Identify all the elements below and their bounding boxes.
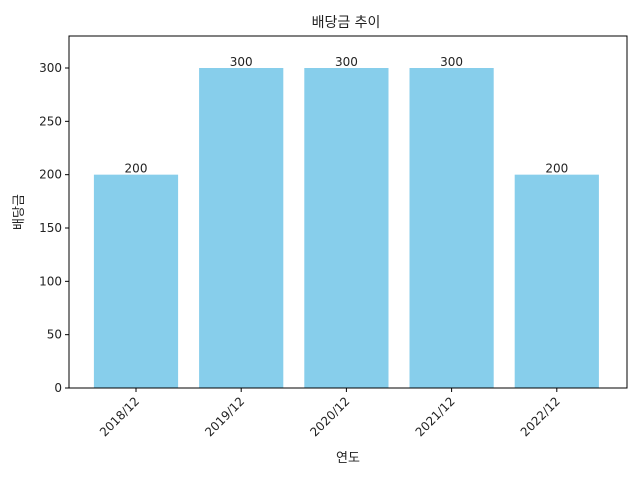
y-tick-label: 300 bbox=[39, 61, 62, 75]
plot-frame bbox=[68, 35, 628, 389]
bar-value-label: 300 bbox=[230, 55, 253, 69]
bar-labels-group: 200 300 300 300 200 bbox=[125, 55, 569, 176]
y-tick-label: 150 bbox=[39, 221, 62, 235]
x-axis: 2018/12 2019/12 2020/12 2021/12 2022/12 bbox=[97, 388, 563, 439]
x-tick-label: 2018/12 bbox=[97, 394, 142, 439]
bar-value-label: 200 bbox=[125, 162, 148, 176]
y-axis: 0 50 100 150 200 250 300 bbox=[39, 61, 69, 395]
bar-value-label: 200 bbox=[545, 162, 568, 176]
y-tick-label: 0 bbox=[54, 381, 62, 395]
x-axis-label: 연도 bbox=[336, 451, 360, 466]
bar-2021-12 bbox=[409, 68, 494, 388]
y-tick-label: 100 bbox=[39, 274, 62, 288]
x-tick-label: 2022/12 bbox=[518, 394, 563, 439]
bar-value-label: 300 bbox=[335, 55, 358, 69]
x-tick-label: 2019/12 bbox=[202, 394, 247, 439]
bar-2022-12 bbox=[514, 174, 599, 388]
y-tick-label: 50 bbox=[47, 328, 62, 342]
y-tick-label: 250 bbox=[39, 114, 62, 128]
bar-value-label: 300 bbox=[440, 55, 463, 69]
bar-2019-12 bbox=[199, 68, 284, 388]
bar-2020-12 bbox=[304, 68, 389, 388]
y-axis-label: 배당금 bbox=[12, 194, 27, 230]
chart-title: 배당금 추이 bbox=[312, 15, 381, 31]
x-tick-label: 2020/12 bbox=[307, 394, 352, 439]
bars-group bbox=[93, 68, 599, 388]
bar-2018-12 bbox=[93, 174, 179, 388]
y-tick-label: 200 bbox=[39, 168, 62, 182]
x-tick-label: 2021/12 bbox=[413, 394, 458, 439]
